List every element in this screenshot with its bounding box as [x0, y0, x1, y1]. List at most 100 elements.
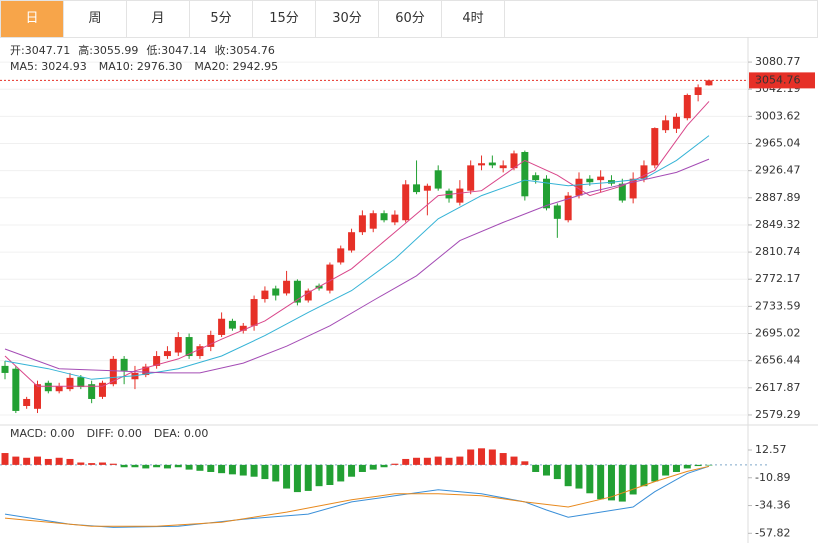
macd-bar — [66, 458, 74, 465]
candle-body — [575, 178, 583, 196]
y-tick-label: 2810.74 — [755, 245, 801, 258]
candle-body — [380, 213, 388, 221]
macd-bar — [348, 464, 356, 477]
period-tab[interactable]: 60分 — [379, 1, 442, 37]
macd-bar — [651, 464, 659, 482]
candle-body — [423, 185, 431, 191]
candle-body — [109, 358, 117, 385]
period-tab[interactable]: 15分 — [253, 1, 316, 37]
macd-bar — [239, 464, 247, 476]
macd-bar — [109, 463, 117, 465]
candle-body — [553, 205, 561, 219]
y-tick-label: 2965.04 — [755, 137, 801, 150]
macd-bar — [23, 457, 31, 465]
macd-bar — [683, 464, 691, 469]
y-tick-label: -34.36 — [755, 499, 790, 512]
candle-body — [77, 377, 85, 388]
macd-bar — [705, 464, 713, 466]
ohlc-value: 3055.99 — [93, 44, 139, 57]
macd-bar — [391, 463, 399, 465]
macd-bar — [1, 453, 9, 465]
candle-body — [640, 165, 648, 179]
candle-body — [1, 365, 9, 373]
candle-body — [207, 334, 215, 347]
candle-body — [683, 94, 691, 119]
period-tab[interactable]: 5分 — [190, 1, 253, 37]
candle-body — [261, 290, 269, 300]
macd-bar — [250, 464, 258, 477]
legend-entry: MA5: 3024.93 — [10, 60, 87, 73]
macd-bar — [510, 456, 518, 465]
macd-bar — [261, 464, 269, 480]
macd-bar — [521, 461, 529, 465]
y-tick-label: 2926.47 — [755, 164, 801, 177]
macd-bar — [315, 464, 323, 487]
macd-bar — [77, 462, 85, 465]
candle-body — [391, 214, 399, 223]
y-tick-label: 3080.77 — [755, 55, 801, 68]
macd-bar — [564, 464, 572, 487]
macd-bar — [607, 464, 615, 501]
y-tick-label: 12.57 — [755, 443, 787, 456]
legend-entry: MA10: 2976.30 — [99, 60, 183, 73]
macd-bar — [672, 464, 680, 472]
candle-body — [163, 351, 171, 357]
macd-bar — [543, 464, 550, 476]
y-tick-label: 2579.29 — [755, 408, 801, 421]
macd-bar — [402, 458, 410, 465]
macd-bar — [618, 464, 626, 502]
candle-body — [120, 358, 128, 371]
candle-body — [142, 366, 150, 376]
period-tab[interactable]: 月 — [127, 1, 190, 37]
macd-bar — [218, 464, 226, 474]
candle-body — [413, 184, 421, 193]
candle-body — [499, 165, 507, 169]
ohlc-label: 开: — [10, 44, 25, 57]
macd-bar — [499, 453, 507, 465]
candle-body — [55, 386, 63, 392]
candle-body — [185, 337, 193, 357]
macd-bar — [434, 456, 442, 465]
candle-body — [434, 170, 442, 189]
macd-bar — [33, 456, 41, 465]
period-tab[interactable]: 周 — [64, 1, 127, 37]
macd-bar — [326, 464, 334, 485]
macd-bar — [120, 464, 128, 468]
candle-body — [174, 337, 182, 353]
period-tab[interactable]: 30分 — [316, 1, 379, 37]
period-tab[interactable]: 4时 — [442, 1, 505, 37]
y-tick-label: -10.89 — [755, 471, 790, 484]
y-tick-label: 2617.87 — [755, 381, 801, 394]
candle-body — [239, 325, 247, 331]
candle-body — [23, 398, 31, 407]
candle-body — [66, 377, 74, 390]
candle-body — [629, 178, 637, 199]
candle-body — [153, 356, 161, 366]
macd-bar — [98, 462, 106, 465]
macd-bar — [488, 449, 496, 465]
candle-body — [586, 178, 594, 183]
candle-body — [456, 188, 464, 203]
macd-bar — [304, 464, 312, 491]
macd-bar — [423, 457, 431, 465]
macd-bar — [467, 449, 475, 465]
candle-body — [250, 299, 258, 326]
last-price-label: 3054.76 — [755, 73, 801, 86]
macd-bar — [88, 463, 96, 465]
candle-body — [304, 290, 312, 301]
legend-entry: MACD: 0.00 — [10, 427, 75, 440]
period-tab[interactable]: 日 — [1, 1, 64, 37]
candle-body — [467, 165, 475, 191]
y-tick-label: 2695.02 — [755, 327, 801, 340]
legend-entry: DIFF: 0.00 — [87, 427, 142, 440]
candle-body — [618, 183, 626, 201]
period-tabs: 日周月 5分 15分 30分 60分 4时 — [0, 0, 818, 38]
macd-bar — [369, 464, 377, 470]
macd-bar — [478, 448, 486, 465]
candle-body — [510, 153, 518, 169]
macd-bar — [228, 464, 236, 475]
macd-bar — [207, 464, 215, 472]
macd-bar — [293, 464, 301, 493]
macd-bar — [358, 464, 366, 472]
